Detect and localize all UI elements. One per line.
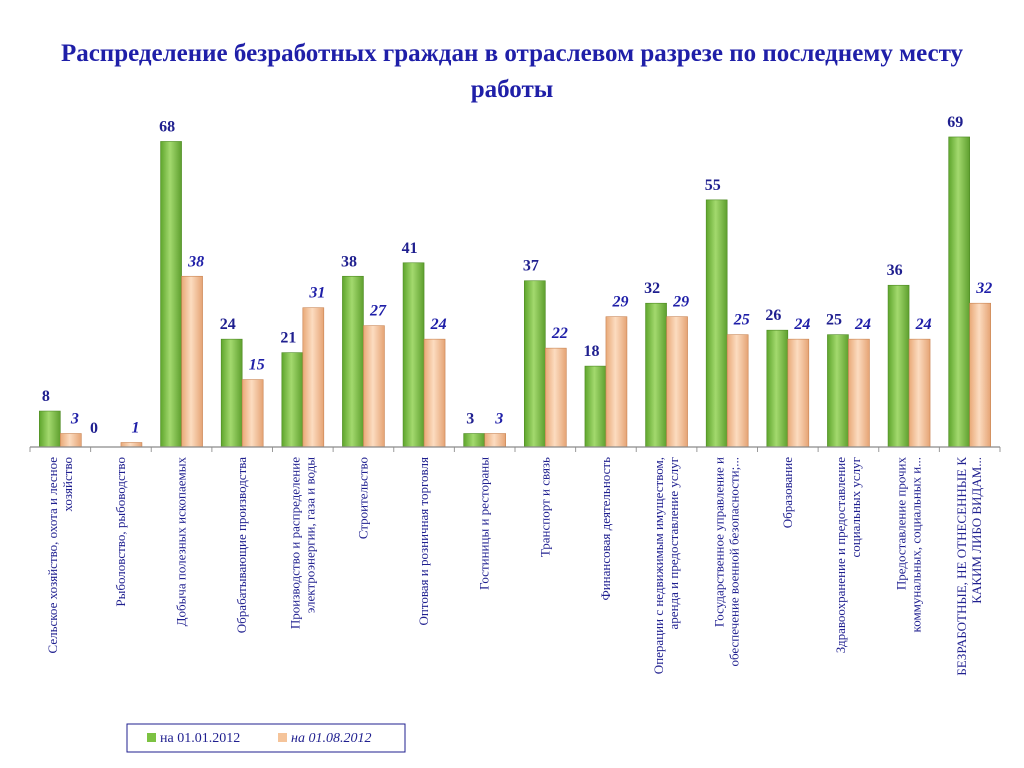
bar-series1-7 bbox=[463, 433, 485, 448]
bar-series1-15 bbox=[948, 136, 970, 448]
value-label-series1-8: 37 bbox=[523, 258, 539, 275]
value-label-series1-4: 21 bbox=[280, 330, 296, 347]
value-label-series2-6: 24 bbox=[430, 316, 447, 333]
bar-series1-10 bbox=[645, 302, 667, 448]
value-label-series1-0: 8 bbox=[42, 388, 50, 405]
bar-series2-4 bbox=[302, 307, 325, 448]
chart-title: Распределение безработных граждан в отра… bbox=[60, 40, 964, 103]
category-label-3: Обрабатывающие производства bbox=[234, 457, 249, 633]
bar-series1-3 bbox=[220, 338, 243, 448]
value-label-series1-15: 69 bbox=[947, 114, 963, 131]
value-label-series2-7: 3 bbox=[494, 411, 503, 428]
bar-series1-6 bbox=[402, 262, 425, 448]
bar-series2-11 bbox=[726, 334, 749, 448]
value-label-series1-10: 32 bbox=[644, 280, 660, 297]
bar-series2-13 bbox=[848, 338, 870, 448]
legend-box bbox=[126, 723, 406, 753]
category-label-8: Транспорт и связь bbox=[537, 457, 552, 557]
value-label-series2-11: 25 bbox=[733, 312, 750, 329]
legend-swatch-series2 bbox=[278, 733, 287, 742]
category-label-7: Гостиницы и рестораны bbox=[477, 457, 492, 590]
value-label-series2-12: 24 bbox=[793, 316, 810, 333]
bar-series1-9 bbox=[584, 365, 607, 448]
category-label-14: Предоставление прочихкоммунальных, социа… bbox=[894, 457, 924, 633]
category-label-2: Добыча полезных ископаемых bbox=[174, 457, 189, 627]
value-label-series1-7: 3 bbox=[466, 411, 474, 428]
value-label-series2-4: 31 bbox=[308, 285, 325, 302]
bar-series2-15 bbox=[969, 302, 991, 448]
value-label-series1-2: 68 bbox=[159, 118, 175, 135]
value-label-series2-8: 22 bbox=[551, 325, 568, 342]
value-label-series2-15: 32 bbox=[975, 280, 992, 297]
category-label-15: БЕЗРАБОТНЫЕ, НЕ ОТНЕСЕННЫЕ ККАКИМ ЛИБО В… bbox=[954, 457, 984, 676]
value-label-series1-14: 36 bbox=[887, 262, 903, 279]
category-label-13: Здравоохранение и предоставлениесоциальн… bbox=[833, 457, 863, 653]
category-label-9: Финансовая деятельность bbox=[598, 457, 613, 601]
category-label-6: Оптовая и розничная торговля bbox=[416, 457, 431, 626]
bar-series1-5 bbox=[342, 275, 364, 448]
bar-series2-8 bbox=[545, 347, 567, 448]
value-label-series2-14: 24 bbox=[915, 316, 932, 333]
bar-series1-14 bbox=[887, 284, 910, 448]
bar-series2-3 bbox=[241, 379, 264, 448]
value-label-series1-3: 24 bbox=[220, 316, 236, 333]
legend-label-series2: на 01.08.2012 bbox=[291, 731, 371, 746]
bar-series1-8 bbox=[524, 280, 546, 448]
bar-series2-5 bbox=[363, 325, 385, 448]
category-label-1: Рыболовство, рыбоводство bbox=[113, 457, 128, 607]
category-label-0: Сельское хозяйство, охота и лесноехозяйс… bbox=[45, 457, 75, 654]
legend-swatch-series1 bbox=[147, 733, 156, 742]
bar-series1-2 bbox=[160, 141, 182, 448]
bar-series2-1 bbox=[120, 442, 143, 448]
bar-series2-12 bbox=[787, 338, 810, 448]
bar-series2-6 bbox=[423, 338, 446, 448]
bar-series2-2 bbox=[181, 275, 203, 448]
bar-series2-14 bbox=[908, 338, 931, 448]
bar-series2-10 bbox=[666, 316, 688, 448]
bar-series1-0 bbox=[39, 410, 61, 448]
bar-series1-4 bbox=[281, 352, 304, 448]
category-label-12: Образование bbox=[780, 457, 795, 528]
legend-label-series1: на 01.01.2012 bbox=[160, 731, 240, 746]
value-label-series1-6: 41 bbox=[402, 240, 418, 257]
value-label-series1-5: 38 bbox=[341, 253, 357, 270]
bar-series1-13 bbox=[827, 334, 849, 448]
value-label-series2-3: 15 bbox=[249, 357, 265, 374]
value-label-series2-1: 1 bbox=[131, 420, 139, 437]
value-label-series1-11: 55 bbox=[705, 177, 721, 194]
bar-series2-7 bbox=[484, 433, 506, 448]
value-label-series2-5: 27 bbox=[369, 303, 387, 320]
value-label-series2-0: 3 bbox=[70, 411, 79, 428]
value-label-series1-9: 18 bbox=[583, 343, 599, 360]
category-label-11: Государственное управление иобеспечение … bbox=[712, 457, 742, 667]
value-label-series2-9: 29 bbox=[611, 294, 628, 311]
value-label-series1-13: 25 bbox=[826, 312, 842, 329]
value-label-series1-1: 0 bbox=[90, 420, 98, 437]
category-label-10: Операции с недвижимым имуществом,аренда … bbox=[651, 457, 681, 674]
category-label-4: Производство и распределениеэлектроэнерг… bbox=[287, 457, 317, 629]
category-label-5: Строительство bbox=[355, 457, 370, 539]
value-label-series2-10: 29 bbox=[672, 294, 689, 311]
value-label-series2-13: 24 bbox=[854, 316, 871, 333]
bar-series1-11 bbox=[705, 199, 728, 448]
value-label-series1-12: 26 bbox=[765, 307, 781, 324]
bar-series2-0 bbox=[60, 433, 82, 448]
bar-series1-12 bbox=[766, 329, 789, 448]
bar-series2-9 bbox=[605, 316, 628, 448]
value-label-series2-2: 38 bbox=[187, 253, 204, 270]
